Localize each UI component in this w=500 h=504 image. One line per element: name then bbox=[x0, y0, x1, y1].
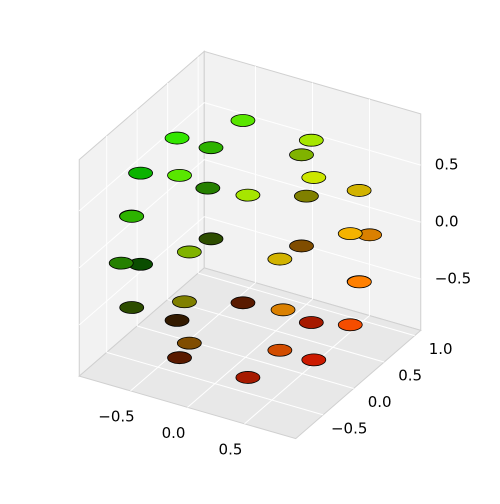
z-tick-label: −0.5 bbox=[435, 270, 471, 288]
y-tick-label: 1.0 bbox=[429, 340, 453, 358]
point bbox=[164, 131, 190, 145]
point bbox=[289, 148, 314, 162]
point bbox=[294, 189, 319, 203]
point bbox=[301, 171, 327, 184]
point bbox=[176, 245, 202, 259]
point bbox=[235, 188, 261, 202]
point bbox=[176, 336, 202, 350]
point bbox=[172, 295, 197, 309]
point bbox=[195, 181, 221, 195]
point bbox=[108, 256, 134, 270]
point bbox=[164, 313, 190, 327]
point bbox=[346, 275, 372, 289]
grid-line bbox=[187, 298, 313, 408]
point bbox=[267, 343, 293, 357]
point bbox=[346, 184, 372, 197]
point bbox=[167, 168, 192, 182]
z-tick-label: 0.0 bbox=[435, 213, 459, 231]
point bbox=[119, 301, 145, 314]
point bbox=[337, 318, 363, 332]
point bbox=[119, 209, 145, 223]
grid-line bbox=[198, 272, 415, 337]
point bbox=[167, 351, 192, 365]
y-tick-label: 0.5 bbox=[398, 367, 422, 385]
grid-line bbox=[137, 325, 354, 389]
grid-line bbox=[106, 351, 324, 416]
point bbox=[198, 232, 224, 246]
point bbox=[270, 303, 296, 317]
point bbox=[235, 371, 261, 384]
x-tick-label: −0.5 bbox=[98, 407, 134, 425]
grid-line bbox=[167, 299, 385, 363]
point bbox=[128, 166, 153, 180]
point bbox=[198, 141, 224, 155]
point bbox=[230, 296, 256, 310]
y-tick-label: −0.5 bbox=[331, 419, 367, 437]
grid-line bbox=[78, 102, 205, 212]
x-tick-label: 0.0 bbox=[162, 424, 186, 442]
point bbox=[289, 239, 314, 253]
y-tick-label: 0.0 bbox=[368, 393, 392, 411]
x-tick-label: 0.5 bbox=[219, 440, 243, 458]
grid-line bbox=[244, 315, 370, 425]
point bbox=[298, 316, 324, 329]
point bbox=[267, 252, 293, 266]
point bbox=[298, 133, 324, 147]
point bbox=[337, 227, 363, 241]
z-tick-label: 0.5 bbox=[435, 156, 459, 174]
point bbox=[230, 114, 256, 127]
point bbox=[301, 353, 327, 367]
grid-line bbox=[78, 216, 205, 326]
